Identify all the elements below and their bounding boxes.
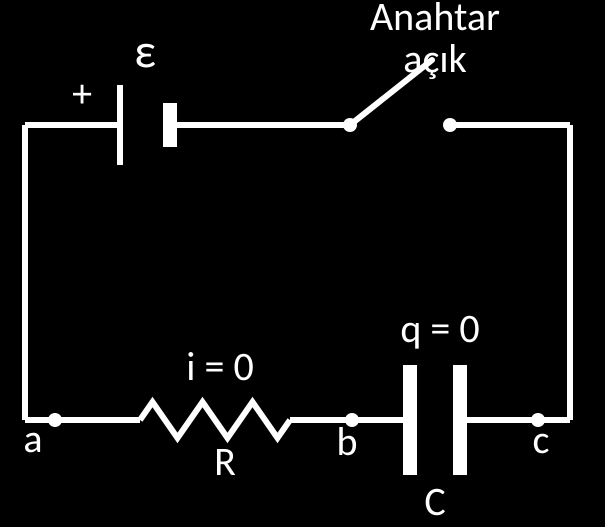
node-dot-a: [48, 413, 62, 427]
battery-emf-label: ε: [134, 21, 156, 80]
node-label-a: a: [23, 414, 42, 463]
capacitor-charge-label: q = 0: [400, 304, 479, 353]
resistor-current-label: i = 0: [186, 342, 253, 391]
capacitor-symbol-label: C: [424, 477, 445, 526]
rc-circuit-diagram: +εAnahtaraçıki = 0Rq = 0Cabc: [0, 0, 605, 527]
battery-polarity-label: +: [72, 69, 92, 118]
node-dot-switch_left: [343, 118, 357, 132]
switch-label-line2: açık: [403, 34, 466, 83]
node-dot-switch_right: [443, 118, 457, 132]
node-label-b: b: [336, 417, 357, 466]
node-label-c: c: [533, 415, 550, 464]
resistor-symbol-label: R: [214, 437, 236, 486]
resistor-symbol: [140, 402, 290, 438]
